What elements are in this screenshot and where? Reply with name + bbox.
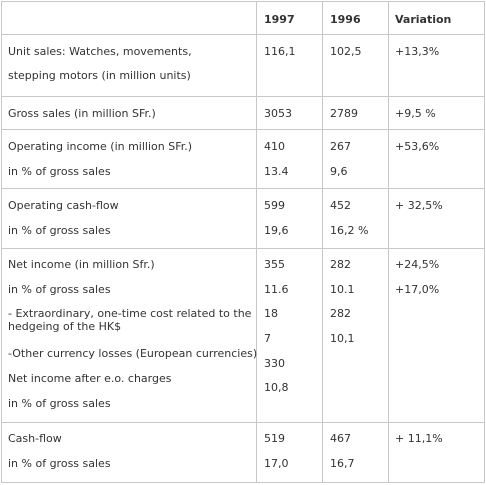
net-income-1997-value: 7 [264,332,271,345]
operating-cashflow-variation: + 32,5% [395,199,443,212]
operating-income-variation: +53,6% [395,140,440,153]
net-income-variation: +17,0% [395,283,440,296]
net-income-after-pct-label: in % of gross sales [8,397,111,410]
gross-sales-label: Gross sales (in million SFr.) [8,107,156,120]
column-divider [388,2,389,482]
operating-cashflow-1997: 599 [264,199,285,212]
operating-cashflow-pct-label: in % of gross sales [8,224,111,237]
net-income-1996-value: 10.1 [330,283,355,296]
operating-cashflow-1996: 452 [330,199,351,212]
net-income-pct-label: in % of gross sales [8,283,111,296]
cashflow-pct-1997: 17,0 [264,457,289,470]
unit-sales-variation: +13,3% [395,45,440,58]
gross-sales-1997: 3053 [264,107,292,120]
unit-sales-label: Unit sales: Watches, movements, [8,45,192,58]
unit-sales-1996: 102,5 [330,45,362,58]
cashflow-1997: 519 [264,432,285,445]
row-divider [2,129,484,130]
net-income-after-charges-label: Net income after e.o. charges [8,372,172,385]
operating-income-pct-label: in % of gross sales [8,165,111,178]
unit-sales-label-cont: stepping motors (in million units) [8,69,191,82]
operating-income-label: Operating income (in million SFr.) [8,140,193,153]
row-divider [2,422,484,423]
cashflow-label: Cash-flow [8,432,62,445]
cashflow-variation: + 11,1% [395,432,443,445]
net-income-label: Net income (in million Sfr.) [8,258,155,271]
header-variation: Variation [395,13,452,26]
row-divider [2,96,484,97]
net-income-1996-value: 10,1 [330,332,355,345]
gross-sales-1996: 2789 [330,107,358,120]
operating-income-1997: 410 [264,140,285,153]
cashflow-pct-1996: 16,7 [330,457,355,470]
cashflow-pct-label: in % of gross sales [8,457,111,470]
cashflow-1996: 467 [330,432,351,445]
net-income-1997-value: 330 [264,357,285,370]
extraordinary-cost-label: - Extraordinary, one-time cost related t… [8,307,252,333]
operating-cashflow-pct-1996: 16,2 % [330,224,369,237]
row-divider [2,188,484,189]
header-1996: 1996 [330,13,361,26]
net-income-1996-value: 282 [330,307,351,320]
column-divider [322,2,323,482]
operating-income-pct-1997: 13.4 [264,165,289,178]
gross-sales-variation: +9,5 % [395,107,436,120]
net-income-1997-value: 355 [264,258,285,271]
unit-sales-1997: 116,1 [264,45,296,58]
row-divider [2,248,484,249]
operating-cashflow-pct-1997: 19,6 [264,224,289,237]
currency-losses-label: -Other currency losses (European currenc… [8,347,258,360]
net-income-1997-value: 10,8 [264,381,289,394]
net-income-1997-value: 18 [264,307,278,320]
column-divider [256,2,257,482]
operating-cashflow-label: Operating cash-flow [8,199,119,212]
header-1997: 1997 [264,13,295,26]
row-divider [2,34,484,35]
operating-income-pct-1996: 9,6 [330,165,348,178]
net-income-1996-value: 282 [330,258,351,271]
net-income-1997-value: 11.6 [264,283,289,296]
operating-income-1996: 267 [330,140,351,153]
net-income-variation: +24,5% [395,258,440,271]
